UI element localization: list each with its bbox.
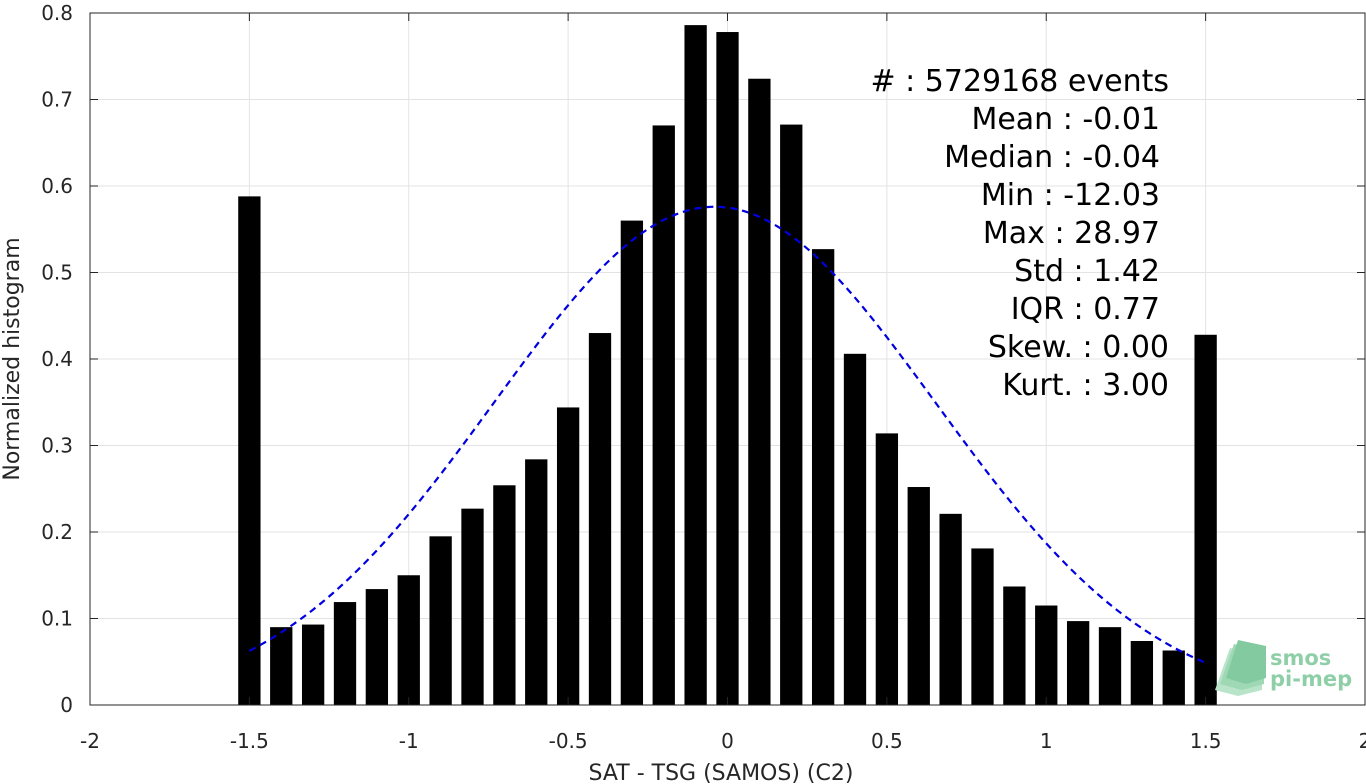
x-tick-labels: -2 -1.5 -1 -0.5 0 0.5 1 1.5 2: [80, 729, 1366, 753]
histogram-bar: [525, 459, 548, 705]
y-tick-label: 0.4: [41, 347, 73, 371]
x-tick-label: 2: [1359, 729, 1366, 753]
x-tick-label: 1: [1040, 729, 1053, 753]
histogram-bar: [620, 220, 644, 705]
histogram-bar: [652, 125, 675, 705]
histogram-bar: [1130, 640, 1154, 705]
logo-line2: pi-mep: [1270, 667, 1352, 691]
y-tick-label: 0.3: [41, 434, 73, 458]
histogram-bar: [333, 602, 357, 705]
histogram-bar: [1194, 334, 1217, 705]
x-tick-label: -1: [399, 729, 419, 753]
histogram-bar: [1162, 650, 1185, 705]
histogram-bar: [748, 78, 771, 706]
x-tick-label: 1.5: [1190, 729, 1222, 753]
histogram-bar: [365, 589, 389, 705]
y-tick-label: 0: [60, 693, 73, 717]
histogram-bar: [301, 624, 325, 705]
histogram-bar: [939, 513, 962, 705]
x-tick-label: -1.5: [230, 729, 269, 753]
logo-mark-icon: [1215, 640, 1266, 696]
smos-pi-mep-logo: smos pi-mep: [1215, 640, 1352, 696]
stat-line: Std : 1.42: [1014, 254, 1160, 289]
histogram-bar: [684, 25, 707, 706]
x-tick-label: -0.5: [549, 729, 588, 753]
histogram-bar: [493, 485, 516, 705]
histogram-bar: [238, 196, 261, 705]
stat-line: # : 5729168 events: [870, 64, 1169, 99]
histogram-bar: [875, 433, 899, 705]
histogram-bar: [270, 627, 293, 705]
histogram-bar: [1003, 586, 1026, 705]
stat-line: Median : -0.04: [944, 140, 1160, 175]
stat-line: IQR : 0.77: [1011, 292, 1160, 327]
y-tick-label: 0.1: [41, 607, 73, 631]
histogram-bar: [971, 548, 994, 705]
histogram-bar: [843, 353, 867, 705]
gaussian-fit-curve: [248, 205, 1207, 664]
histogram-bar: [1066, 621, 1090, 705]
y-axis-label: Normalized histogram: [0, 237, 25, 480]
stat-line: Min : -12.03: [981, 178, 1160, 213]
histogram-bar: [556, 407, 580, 705]
histogram-bar: [1098, 627, 1122, 705]
histogram-bar: [429, 536, 452, 705]
y-tick-label: 0.7: [41, 88, 73, 112]
y-tick-label: 0.5: [41, 261, 73, 285]
stat-line: Skew. : 0.00: [988, 330, 1169, 365]
stat-line: Kurt. : 3.00: [1002, 368, 1169, 403]
bar-series: [238, 25, 1217, 706]
logo-line1: smos: [1270, 646, 1331, 670]
histogram-bar: [588, 333, 612, 705]
y-tick-label: 0.8: [41, 1, 73, 25]
y-tick-labels: 0 0.1 0.2 0.3 0.4 0.5 0.6 0.7 0.8: [41, 1, 73, 717]
histogram-bar: [811, 249, 835, 705]
y-tick-label: 0.6: [41, 174, 73, 198]
x-axis-label: SAT - TSG (SAMOS) (C2): [589, 761, 854, 784]
histogram-bar: [780, 124, 803, 705]
histogram-bar: [461, 508, 484, 705]
x-tick-label: -2: [80, 729, 100, 753]
axis-ticks: [89, 12, 1366, 706]
histogram-bar: [716, 32, 739, 705]
x-tick-label: 0.5: [871, 729, 903, 753]
y-tick-label: 0.2: [41, 520, 73, 544]
stat-line: Max : 28.97: [983, 216, 1160, 251]
histogram-bar: [397, 575, 420, 705]
stat-line: Mean : -0.01: [971, 102, 1160, 137]
x-tick-label: 0: [721, 729, 734, 753]
histogram-bar: [907, 487, 930, 705]
histogram-bar: [1035, 605, 1058, 705]
